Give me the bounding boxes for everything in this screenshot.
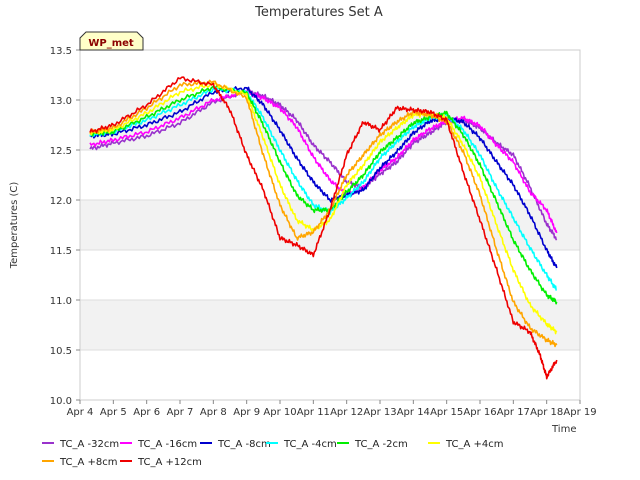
y-tick-label-1: 10.5 xyxy=(50,346,72,357)
y-tick-label-3: 11.5 xyxy=(50,246,72,257)
legend-label-7: TC_A +12cm xyxy=(137,457,202,468)
y-axis-label: Temperatures (C) xyxy=(9,182,20,270)
x-tick-label-3: Apr 7 xyxy=(167,407,194,418)
x-tick-label-12: Apr 16 xyxy=(463,407,496,418)
x-tick-label-15: Apr 19 xyxy=(563,407,596,418)
chart-title: Temperatures Set A xyxy=(254,5,383,20)
x-tick-label-7: Apr 11 xyxy=(297,407,330,418)
x-tick-label-6: Apr 10 xyxy=(263,407,296,418)
legend-label-4: TC_A -2cm xyxy=(354,439,408,450)
x-tick-label-2: Apr 6 xyxy=(133,407,160,418)
y-axis-ticks: 10.0 10.5 11.0 11.5 12.0 12.5 13.0 13.5 xyxy=(50,46,80,407)
station-badge: WP_met xyxy=(79,31,144,51)
x-tick-label-11: Apr 15 xyxy=(430,407,463,418)
y-tick-label-4: 12.0 xyxy=(50,196,72,207)
series-line-2 xyxy=(89,86,558,269)
station-badge-label: WP_met xyxy=(88,38,134,49)
x-tick-label-14: Apr 18 xyxy=(530,407,563,418)
x-axis-label: Time xyxy=(551,424,576,435)
x-tick-label-5: Apr 9 xyxy=(233,407,260,418)
x-tick-label-1: Apr 5 xyxy=(100,407,127,418)
legend-label-0: TC_A -32cm xyxy=(59,439,119,450)
x-tick-label-13: Apr 17 xyxy=(497,407,530,418)
legend-label-2: TC_A -8cm xyxy=(217,439,271,450)
series-line-1 xyxy=(89,89,558,234)
legend: TC_A -32cm TC_A -16cm TC_A -8cm TC_A -4cm TC… xyxy=(42,439,504,468)
x-tick-label-0: Apr 4 xyxy=(67,407,94,418)
series-line-6 xyxy=(89,79,558,348)
series-line-3 xyxy=(89,86,557,291)
series-lines xyxy=(89,76,558,380)
x-axis-ticks: Apr 4 Apr 5 Apr 6 Apr 7 Apr 8 Apr 9 Apr 10 Apr … xyxy=(67,400,597,418)
x-tick-label-8: Apr 12 xyxy=(330,407,363,418)
x-tick-label-9: Apr 13 xyxy=(363,407,396,418)
y-tick-label-2: 11.0 xyxy=(50,296,72,307)
background-bands xyxy=(80,100,580,350)
legend-label-1: TC_A -16cm xyxy=(137,439,197,450)
y-tick-label-0: 10.0 xyxy=(50,396,72,407)
y-tick-label-5: 12.5 xyxy=(50,146,72,157)
legend-label-5: TC_A +4cm xyxy=(445,439,504,450)
plot-area-frame xyxy=(79,49,581,401)
x-tick-label-4: Apr 8 xyxy=(200,407,227,418)
y-tick-label-6: 13.0 xyxy=(50,96,72,107)
legend-label-6: TC_A +8cm xyxy=(59,457,118,468)
background-band-0 xyxy=(80,300,580,350)
x-tick-label-10: Apr 14 xyxy=(397,407,430,418)
legend-label-3: TC_A -4cm xyxy=(283,439,337,450)
series-line-7 xyxy=(89,76,558,380)
station-badge-box xyxy=(79,31,144,51)
y-tick-label-7: 13.5 xyxy=(50,46,72,57)
